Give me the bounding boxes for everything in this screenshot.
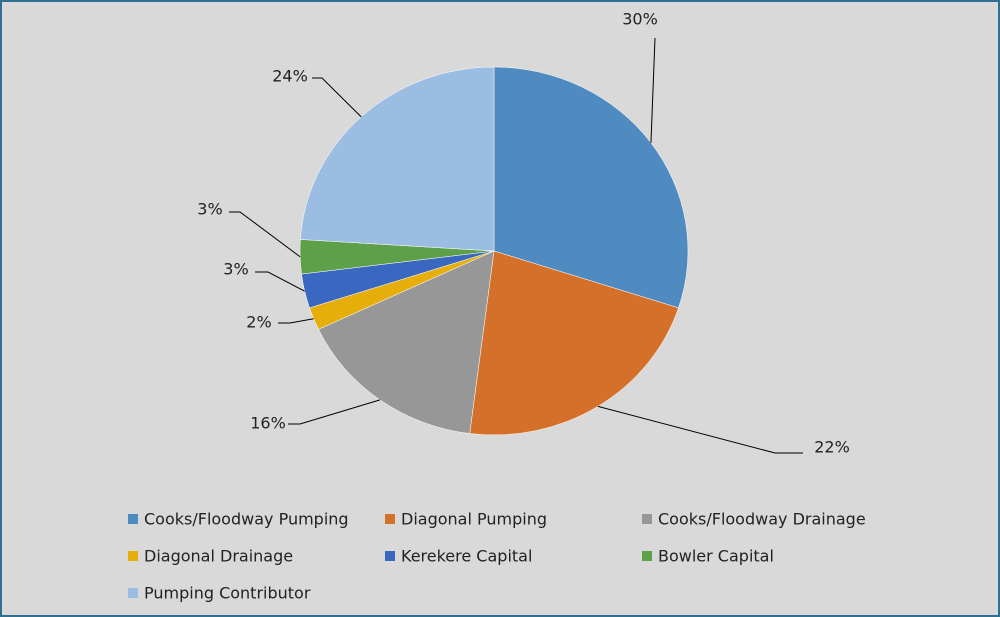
data-label: 22% bbox=[814, 438, 850, 457]
legend-label: Pumping Contributor bbox=[144, 584, 311, 603]
leader-line bbox=[255, 271, 305, 292]
legend-swatch bbox=[642, 551, 652, 561]
legend-swatch bbox=[385, 551, 395, 561]
legend-swatch bbox=[128, 551, 138, 561]
legend-label: Diagonal Drainage bbox=[144, 547, 293, 566]
data-label: 24% bbox=[272, 67, 308, 86]
leader-line bbox=[597, 405, 803, 454]
data-label: 2% bbox=[246, 313, 271, 332]
legend-swatch bbox=[128, 514, 138, 524]
leader-line bbox=[312, 77, 362, 118]
leader-line bbox=[229, 211, 301, 258]
data-label: 3% bbox=[197, 200, 222, 219]
pie-slice bbox=[469, 250, 679, 436]
pie-slice bbox=[300, 66, 495, 252]
pie-slice bbox=[318, 250, 495, 434]
legend-label: Cooks/Floodway Drainage bbox=[658, 510, 866, 529]
legend-label: Cooks/Floodway Pumping bbox=[144, 510, 349, 529]
leader-line bbox=[288, 399, 381, 425]
legend-swatch bbox=[385, 514, 395, 524]
data-label: 3% bbox=[223, 260, 248, 279]
legend-label: Diagonal Pumping bbox=[401, 510, 547, 529]
data-label: 30% bbox=[622, 10, 658, 29]
legend-label: Kerekere Capital bbox=[401, 547, 532, 566]
legend-label: Bowler Capital bbox=[658, 547, 774, 566]
leader-line bbox=[278, 318, 314, 324]
leader-line bbox=[650, 37, 656, 143]
legend-swatch bbox=[642, 514, 652, 524]
data-label: 16% bbox=[250, 414, 286, 433]
legend-swatch bbox=[128, 588, 138, 598]
